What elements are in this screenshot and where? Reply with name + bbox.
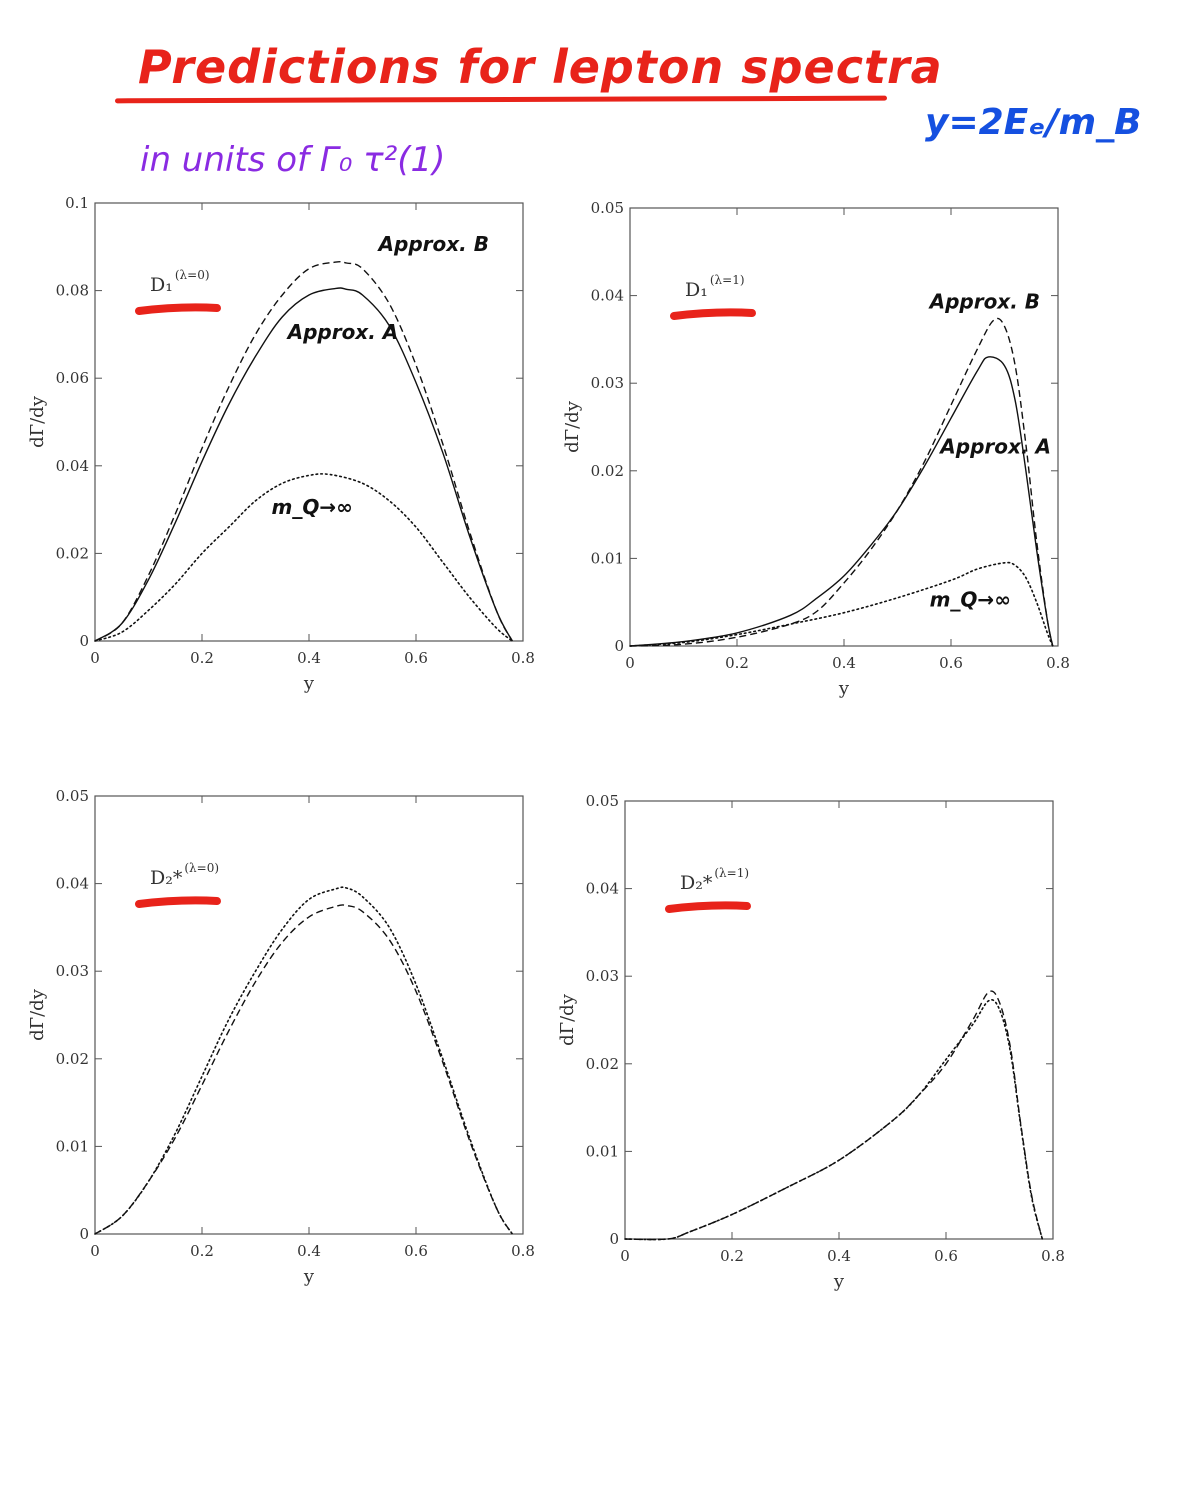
series-line-dotted [94,473,514,642]
series-line-dotted [629,561,1054,647]
chart-d2star-lambda0: 0 0.2 0.4 0.6 0.8 0 0.01 0.02 0.03 0.04 0.05 y dΓ/dy… [20,778,560,1298]
title-underline [114,95,888,104]
plot-frame [624,800,1054,1240]
series-line-solid [94,287,513,642]
y-tick-label: 0.02 [586,1055,619,1073]
chart-svg: 0 0.2 0.4 0.6 0.8 0 0.01 0.02 0.03 0.04 0.05 y dΓ/dy… [27,787,535,1287]
x-tick-label: 0.6 [404,1242,428,1260]
y-tick-label: 0.03 [591,374,624,392]
panel-label-superscript: (λ=0) [184,861,219,875]
x-tick-label: 0.4 [827,1247,851,1265]
panel-underline-mark [135,896,221,908]
y-axis-label: dΓ/dy [27,988,48,1041]
y-tick-label: 0.04 [586,880,619,898]
page-title: Predictions for lepton spectra [138,40,943,94]
x-tick-label: 0.8 [1041,1247,1065,1265]
x-tick-label: 0.4 [297,649,321,667]
y-tick-label: 0 [609,1230,619,1248]
panel-label: D₂* (λ=0) [150,861,219,889]
y-tick-label: 0.01 [56,1137,89,1155]
series-line-dashed [94,904,513,1235]
chart-svg: 0 0.2 0.4 0.6 0.8 0 0.01 0.02 0.03 0.04 0.05 y dΓ/dy… [562,199,1070,699]
series-line-dotted [94,886,514,1235]
x-tick-label: 0.2 [720,1247,744,1265]
y-tick-label: 0.04 [591,287,624,305]
y-tick-label: 0.06 [56,369,89,387]
y-tick-label: 0.02 [591,462,624,480]
x-tick-label: 0.2 [190,1242,214,1260]
series-line-dashed [629,317,1054,647]
x-tick-label: 0 [625,654,635,672]
curve-annotation: Approx. A [938,434,1051,458]
x-tick-label: 0.4 [297,1242,321,1260]
y-tick-label: 0.04 [56,875,89,893]
chart-svg: 0 0.2 0.4 0.6 0.8 0 0.01 0.02 0.03 0.04 0.05 y dΓ/dy… [557,792,1065,1292]
panel-underline-mark [665,901,751,913]
series-line-dashed [94,260,513,642]
panel-underline-mark [135,303,221,315]
panel-label: D₂* (λ=1) [680,866,749,894]
y-axis-label: dΓ/dy [557,993,578,1046]
curve-annotation: Approx. B [928,290,1040,314]
plot-frame [94,795,524,1235]
units-subtitle: in units of Γ₀ τ²(1) [140,140,446,180]
plot-frame [94,202,524,642]
x-tick-label: 0.2 [190,649,214,667]
y-tick-label: 0.1 [65,194,89,212]
y-tick-label: 0.03 [586,967,619,985]
series-line-solid [629,356,1054,647]
y-tick-label: 0.05 [586,792,619,810]
x-tick-label: 0.4 [832,654,856,672]
y-tick-label: 0.03 [56,962,89,980]
x-tick-label: 0.8 [1046,654,1070,672]
x-axis-label: y [303,1266,315,1287]
y-tick-label: 0.05 [56,787,89,805]
panel-label-superscript: (λ=0) [175,268,210,282]
x-tick-label: 0.8 [511,649,535,667]
panel-label: D₁ (λ=1) [685,273,745,301]
x-axis-label: y [838,678,850,699]
chart-d2star-lambda1: 0 0.2 0.4 0.6 0.8 0 0.01 0.02 0.03 0.04 0.05 y dΓ/dy… [550,783,1090,1303]
x-tick-label: 0.6 [404,649,428,667]
series-line-dashed [624,990,1043,1241]
curve-annotation: Approx. A [286,320,399,344]
y-tick-label: 0.04 [56,457,89,475]
variable-definition: y=2Eₑ/m_B [925,102,1142,143]
y-axis-label: dΓ/dy [562,400,583,453]
curve-annotation: m_Q→∞ [930,588,1011,612]
chart-d1-lambda0: 0 0.2 0.4 0.6 0.8 0 0.02 0.04 0.06 0.08 0.1 y dΓ/dy D… [20,185,560,705]
x-tick-label: 0.6 [939,654,963,672]
x-tick-label: 0.2 [725,654,749,672]
curve-annotation: m_Q→∞ [272,495,353,519]
panel-underline-mark [670,308,756,320]
y-tick-label: 0.01 [591,549,624,567]
y-tick-label: 0.02 [56,1050,89,1068]
x-tick-label: 0 [90,649,100,667]
chart-svg: 0 0.2 0.4 0.6 0.8 0 0.02 0.04 0.06 0.08 0.1 y dΓ/dy D… [27,194,535,694]
x-tick-label: 0.8 [511,1242,535,1260]
x-tick-label: 0 [90,1242,100,1260]
y-tick-label: 0 [79,632,89,650]
x-tick-label: 0.6 [934,1247,958,1265]
y-axis-label: dΓ/dy [27,395,48,448]
y-tick-label: 0.01 [586,1142,619,1160]
x-tick-label: 0 [620,1247,630,1265]
panel-label-superscript: (λ=1) [710,273,745,287]
x-axis-label: y [303,673,315,694]
y-tick-label: 0 [79,1225,89,1243]
y-tick-label: 0.08 [56,282,89,300]
panel-label-superscript: (λ=1) [714,866,749,880]
panel-label: D₁ (λ=0) [150,268,210,296]
chart-d1-lambda1: 0 0.2 0.4 0.6 0.8 0 0.01 0.02 0.03 0.04 0.05 y dΓ/dy… [555,190,1095,710]
curve-annotation: Approx. B [377,232,489,256]
y-tick-label: 0.02 [56,544,89,562]
series-line-dotted [624,999,1044,1241]
x-axis-label: y [833,1271,845,1292]
y-tick-label: 0.05 [591,199,624,217]
plot-frame [629,207,1059,647]
y-tick-label: 0 [614,637,624,655]
